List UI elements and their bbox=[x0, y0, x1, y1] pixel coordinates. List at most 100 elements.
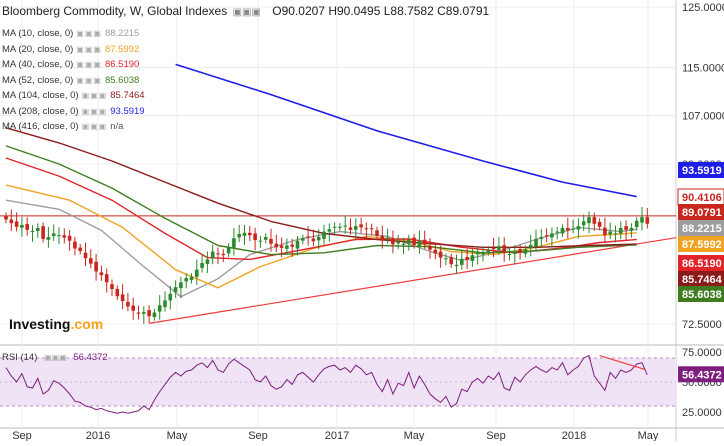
candle-body bbox=[380, 235, 385, 241]
ma-settings-icon[interactable]: ▣▣▣ bbox=[81, 106, 108, 116]
candle-body bbox=[163, 300, 167, 308]
candle-body bbox=[560, 227, 565, 234]
candle-body bbox=[25, 224, 29, 230]
price-tag-bg bbox=[678, 255, 724, 271]
candle-body bbox=[613, 233, 618, 235]
ohlc-high: H90.0495 bbox=[328, 4, 381, 18]
candle-body bbox=[232, 238, 236, 248]
candle-body bbox=[237, 234, 241, 238]
price-tag: 90.4106 bbox=[682, 192, 722, 204]
candle-body bbox=[369, 228, 374, 230]
candle-body bbox=[428, 246, 432, 250]
price-tag: 85.7464 bbox=[682, 274, 723, 286]
candle-body bbox=[391, 238, 395, 245]
rsi-settings-icon[interactable]: ▣▣▣ bbox=[44, 353, 67, 362]
candle-body bbox=[285, 245, 289, 249]
candle-body bbox=[210, 251, 215, 259]
candle-body bbox=[295, 240, 300, 249]
ohlc-close: C89.0791 bbox=[437, 4, 490, 18]
price-tag: 85.6038 bbox=[682, 289, 722, 301]
candle-body bbox=[491, 247, 496, 250]
candle-body bbox=[348, 227, 353, 230]
candle-body bbox=[179, 282, 183, 289]
candle-body bbox=[359, 224, 363, 228]
candle-body bbox=[539, 237, 544, 239]
ma-legend-value: 85.7464 bbox=[110, 90, 145, 101]
price-tag: 93.5919 bbox=[682, 165, 722, 177]
candle-body bbox=[78, 247, 82, 251]
candle-body bbox=[576, 226, 581, 230]
ma-settings-icon[interactable]: ▣▣▣ bbox=[76, 29, 102, 38]
ma-legend-label: MA (20, close, 0) bbox=[2, 43, 74, 55]
candle-body bbox=[401, 243, 406, 245]
candle-body bbox=[444, 258, 448, 260]
candle-body bbox=[422, 239, 427, 245]
candle-body bbox=[619, 227, 623, 234]
candle-body bbox=[274, 243, 279, 248]
price-tag-bg bbox=[678, 286, 724, 302]
candle-body bbox=[20, 224, 24, 228]
candle-body bbox=[57, 235, 61, 237]
ma-legend-label: MA (40, close, 0) bbox=[2, 59, 74, 70]
candle-body bbox=[550, 233, 554, 238]
candle-body bbox=[30, 231, 35, 233]
rsi-line bbox=[5, 354, 648, 414]
y-tick-label: 72.5000 bbox=[682, 319, 722, 331]
price-tag: 86.5190 bbox=[682, 258, 722, 270]
candle-body bbox=[629, 227, 634, 231]
candle-body bbox=[338, 226, 342, 228]
candle-body bbox=[104, 274, 109, 283]
candle-body bbox=[396, 241, 400, 244]
candle-body bbox=[327, 229, 332, 232]
x-tick-label: 2016 bbox=[86, 430, 110, 441]
candle-body bbox=[99, 272, 104, 276]
ma-settings-icon[interactable]: ▣▣▣ bbox=[81, 91, 108, 100]
candlesticks bbox=[4, 206, 650, 324]
candle-body bbox=[534, 238, 538, 247]
candle-body bbox=[94, 261, 98, 272]
candle-body bbox=[375, 230, 379, 236]
trendlines bbox=[0, 215, 677, 324]
candle-body bbox=[120, 294, 125, 302]
ma-legend-value: 93.5919 bbox=[110, 105, 145, 117]
candle-body bbox=[364, 228, 369, 230]
investing-logo: Investing.com bbox=[9, 316, 103, 332]
settings-icon[interactable]: ▣▣▣ bbox=[232, 7, 261, 18]
ma-settings-icon[interactable]: ▣▣▣ bbox=[76, 44, 102, 54]
rsi-value: 56.4372 bbox=[73, 352, 108, 363]
ma-legend-label: MA (10, close, 0) bbox=[2, 28, 74, 39]
ma-legend-value: n/a bbox=[110, 121, 124, 132]
candle-body bbox=[184, 278, 188, 282]
candle-body bbox=[544, 235, 549, 237]
candle-body bbox=[581, 221, 586, 226]
candle-body bbox=[248, 232, 252, 236]
candle-body bbox=[343, 225, 347, 227]
candle-body bbox=[73, 241, 77, 249]
candle-body bbox=[624, 226, 628, 230]
candle-body bbox=[136, 312, 141, 314]
ma-legend-row: MA (416, close, 0) ▣▣▣ n/a bbox=[2, 121, 123, 132]
candle-body bbox=[486, 249, 491, 253]
candle-body bbox=[4, 215, 8, 220]
candle-body bbox=[152, 312, 157, 318]
candle-body bbox=[110, 284, 114, 289]
candle-body bbox=[306, 236, 310, 238]
price-tag: 89.0791 bbox=[682, 207, 722, 219]
logo-suffix: .com bbox=[70, 316, 104, 332]
ma-settings-icon[interactable]: ▣▣▣ bbox=[76, 60, 102, 69]
candle-body bbox=[36, 227, 40, 232]
candle-body bbox=[513, 250, 517, 254]
ma-settings-icon[interactable]: ▣▣▣ bbox=[76, 75, 102, 85]
candle-body bbox=[83, 252, 88, 259]
price-tag-bg bbox=[678, 236, 724, 252]
candle-body bbox=[449, 257, 453, 265]
candle-body bbox=[497, 246, 501, 251]
rsi-legend: RSI (14) ▣▣▣ 56.4372 bbox=[2, 352, 108, 363]
ma-settings-icon[interactable]: ▣▣▣ bbox=[81, 122, 108, 131]
candle-body bbox=[571, 228, 575, 230]
x-tick-label: Sep bbox=[248, 430, 268, 441]
candle-body bbox=[322, 231, 326, 239]
ma-legend-value: 88.2215 bbox=[104, 28, 140, 39]
